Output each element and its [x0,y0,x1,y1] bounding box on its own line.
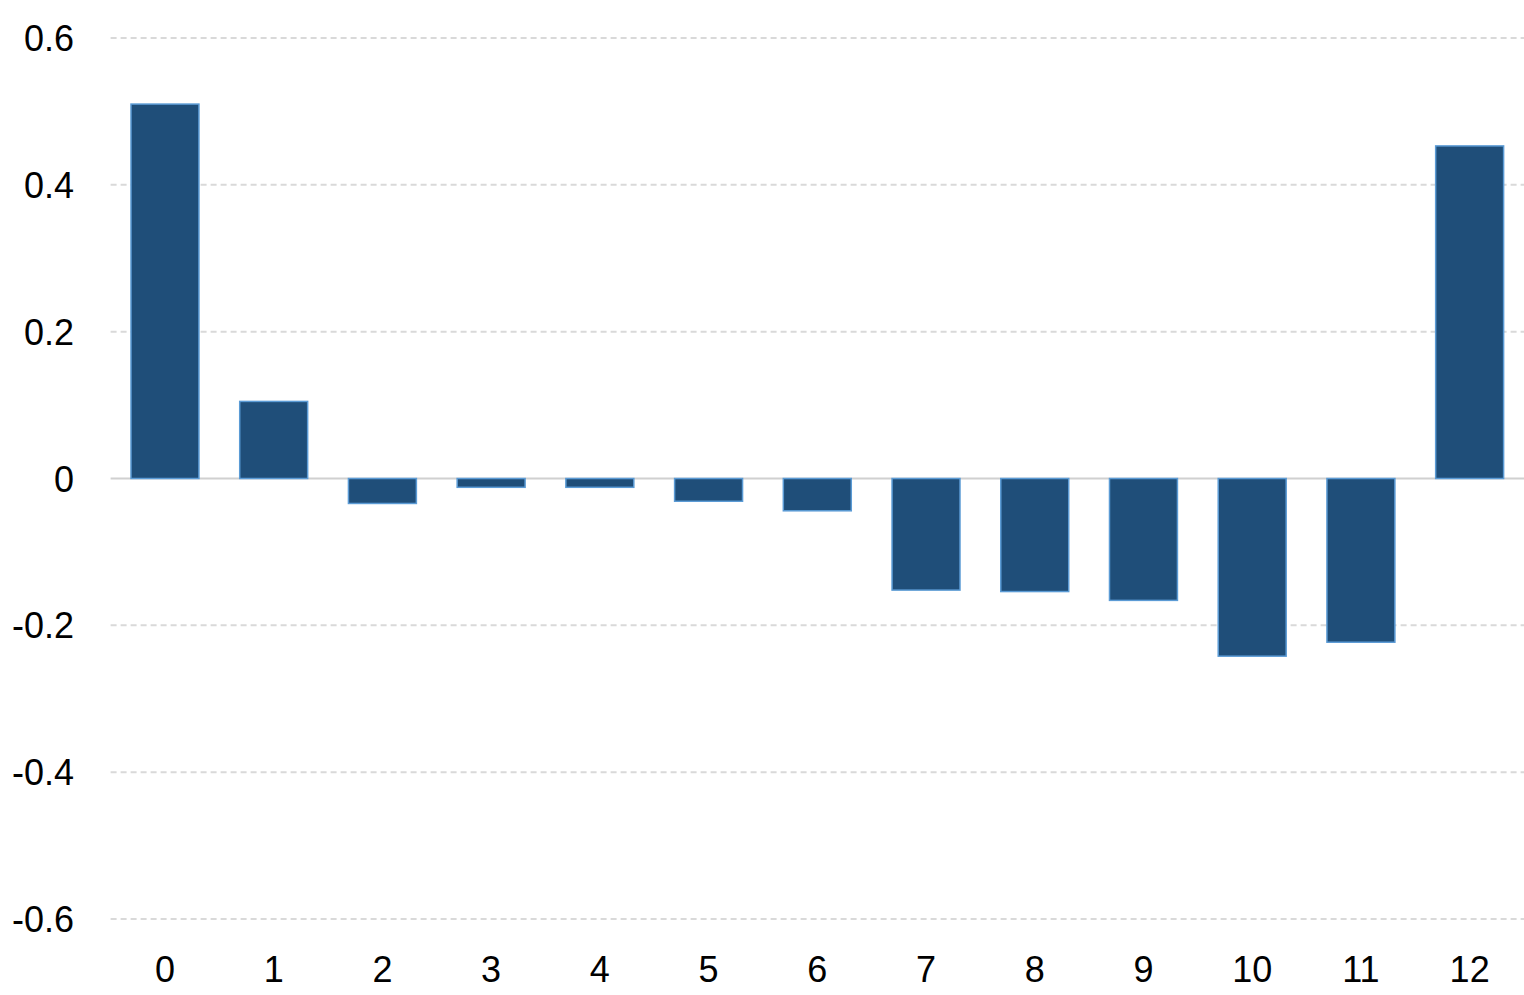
x-tick-label: 6 [807,949,827,990]
y-tick-label: 0.4 [24,165,74,206]
bar [1001,479,1069,592]
x-tick-label: 11 [1342,949,1379,990]
grid-line [111,184,1524,186]
chart-container: -0.6-0.4-0.200.20.40.60123456789101112 [0,0,1524,995]
x-tick-label: 1 [264,949,284,990]
grid-line [111,918,1524,920]
grid-line [111,331,1524,333]
grid [111,38,1524,919]
y-tick-label: 0.2 [24,312,74,353]
x-tick-label: 7 [916,949,936,990]
x-tick-label: 9 [1133,949,1153,990]
bar [566,479,634,488]
bar [457,479,525,488]
y-tick-label: 0 [54,459,74,500]
x-tick-label: 8 [1025,949,1045,990]
bar [240,401,308,478]
x-tick-label: 3 [481,949,501,990]
x-tick-label: 2 [372,949,392,990]
chart: -0.6-0.4-0.200.20.40.60123456789101112 [0,0,1524,995]
bar [1109,479,1177,601]
bar [1218,479,1286,657]
x-tick-label: 10 [1232,949,1272,990]
y-tick-label: -0.2 [12,605,74,646]
grid-line [111,37,1524,39]
bar [783,479,851,511]
x-tick-label: 4 [590,949,610,990]
y-tick-label: -0.6 [12,899,74,940]
x-tick-label: 12 [1450,949,1490,990]
x-tick-label: 5 [699,949,719,990]
grid-line [111,624,1524,626]
grid-line [111,771,1524,773]
x-tick-label: 0 [155,949,175,990]
bar [348,479,416,504]
bar [131,104,199,478]
bar [1436,146,1504,479]
bar [675,479,743,502]
bar [892,479,960,591]
y-tick-label: -0.4 [12,752,74,793]
bar [1327,479,1395,643]
bars [131,104,1504,656]
y-tick-label: 0.6 [24,18,74,59]
